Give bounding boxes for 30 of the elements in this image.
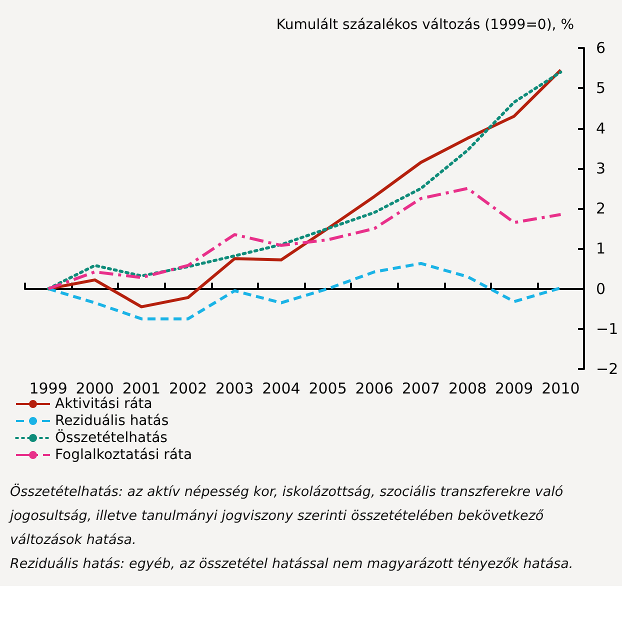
x-tick-label: 2002 — [168, 380, 208, 398]
legend-label: Reziduális hatás — [55, 413, 169, 429]
x-tick-label: 2005 — [308, 380, 347, 398]
x-tick-label: 2001 — [122, 380, 161, 398]
y-tick-label: −1 — [596, 320, 618, 338]
y-tick-label: 0 — [596, 280, 606, 298]
x-tick-label: 2006 — [355, 380, 394, 398]
x-tick-label: 1999 — [29, 380, 68, 398]
x-tick-label: 2010 — [542, 380, 580, 398]
x-tick-label: 2000 — [76, 380, 114, 398]
y-tick-label: 1 — [596, 240, 606, 258]
x-tick-label: 2004 — [262, 380, 300, 398]
line-series — [46, 262, 562, 320]
y-tick-label: 3 — [596, 159, 606, 178]
y-axis-title: Kumulált százalékos változás (1999=0), % — [276, 17, 574, 33]
y-tick-label: 6 — [596, 39, 606, 57]
line-series — [46, 186, 562, 290]
legend-label: Foglalkoztatási ráta — [55, 447, 192, 463]
y-tick-label: −2 — [596, 360, 618, 378]
y-tick-label: 4 — [596, 119, 606, 138]
y-tick-label: 5 — [596, 79, 606, 98]
x-tick-label: 2008 — [448, 380, 487, 398]
legend-label: Összetételhatás — [55, 429, 168, 446]
text: Összetételhatás: az aktív népesség kor, iskolázottság, szociális transzferekre való jogosultság, illetve tanulmányi jogviszony szerinti összetételében bekövetkező változások hatása. — [10, 482, 564, 550]
x-tick-label: 2007 — [402, 380, 440, 398]
y-tick-label: 2 — [596, 200, 606, 218]
legend-label: Aktivitási ráta — [55, 396, 152, 412]
text: Reziduális hatás: egyéb, az összetétel hatással nem magyarázott tényezők hatása. — [10, 555, 574, 574]
x-tick-label: 2009 — [495, 380, 534, 398]
x-tick-label: 2003 — [216, 380, 254, 398]
